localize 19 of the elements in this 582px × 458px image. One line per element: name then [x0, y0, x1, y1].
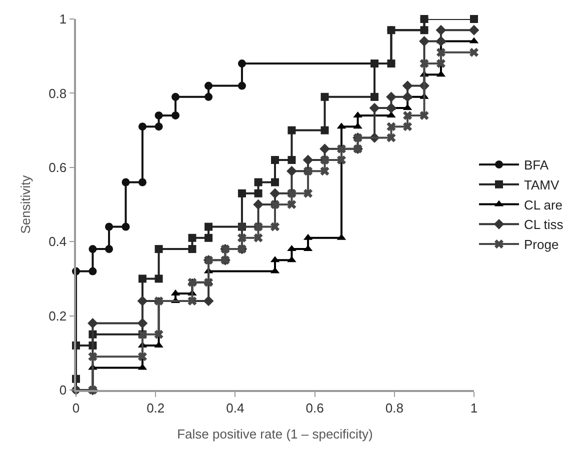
- y-tick-label: 0: [59, 382, 67, 398]
- x-tick-label: 0.6: [306, 400, 324, 416]
- x-tick-label: 0.4: [226, 400, 244, 416]
- y-tick-label: 0.4: [48, 234, 67, 250]
- x-tick-label: 0.2: [146, 400, 165, 416]
- legend-label: BFA: [524, 158, 549, 173]
- x-tick-label: 0.8: [385, 400, 404, 416]
- legend-label: TAMV: [524, 177, 560, 192]
- y-axis-title: Sensitivity: [18, 174, 34, 234]
- legend-label: CL tiss: [524, 217, 564, 232]
- legend-label: Proge: [524, 237, 559, 252]
- y-tick-label: 0.2: [48, 308, 67, 324]
- y-tick-label: 1: [59, 12, 67, 27]
- x-tick-label: 0: [72, 400, 80, 416]
- y-tick-label: 0.6: [48, 160, 67, 175]
- x-axis-title: False positive rate (1 – specificity): [177, 426, 373, 442]
- x-tick-label: 1: [470, 400, 478, 416]
- legend-label: CL are: [524, 197, 563, 212]
- y-tick-label: 0.8: [48, 86, 67, 101]
